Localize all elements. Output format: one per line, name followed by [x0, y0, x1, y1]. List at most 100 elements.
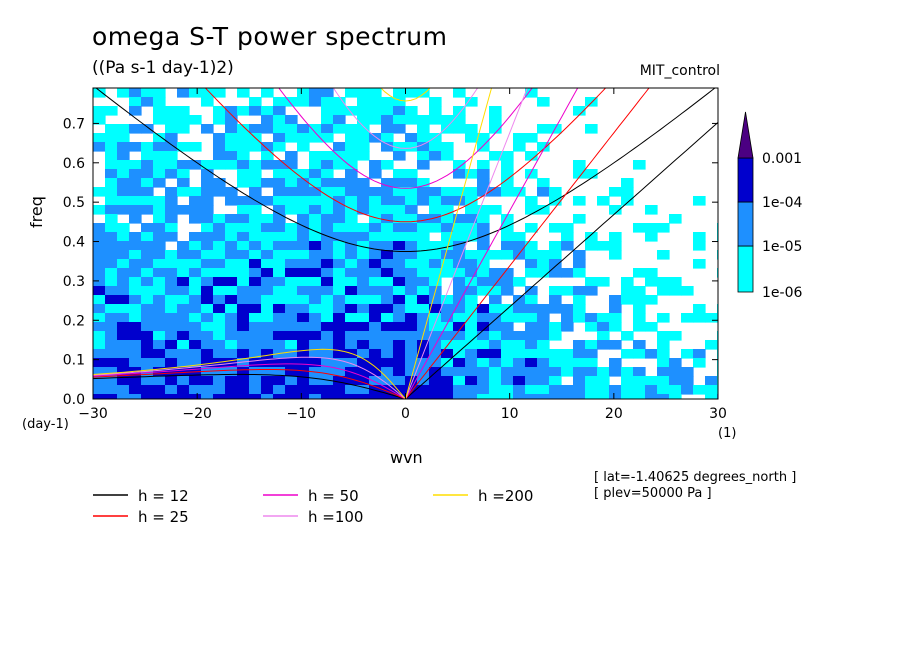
power-cell: [657, 286, 670, 296]
power-cell: [309, 394, 322, 399]
power-cell: [117, 331, 130, 341]
colorbar-arrow: [737, 111, 754, 159]
power-cell: [285, 322, 298, 332]
power-cell: [477, 214, 490, 224]
power-cell: [381, 394, 394, 399]
power-cell: [369, 322, 382, 332]
power-cell: [657, 385, 670, 395]
power-cell: [381, 349, 394, 359]
power-cell: [309, 331, 322, 341]
power-cell: [393, 196, 406, 206]
power-cell: [477, 277, 490, 287]
power-cell: [585, 376, 598, 386]
power-cell: [597, 331, 610, 341]
power-cell: [321, 385, 334, 395]
power-cell: [465, 187, 478, 197]
power-cell: [153, 115, 166, 125]
power-cell: [573, 385, 586, 395]
power-cell: [573, 376, 586, 386]
y-tick-label: 0.7: [63, 116, 85, 132]
power-cell: [177, 187, 190, 197]
power-cell: [621, 376, 634, 386]
power-cell: [417, 322, 430, 332]
power-cell: [417, 295, 430, 305]
power-cell: [381, 205, 394, 215]
power-cell: [309, 295, 322, 305]
power-cell: [213, 394, 226, 399]
power-cell: [717, 367, 718, 377]
power-cell: [465, 223, 478, 233]
power-cell: [369, 286, 382, 296]
power-cell: [165, 340, 178, 350]
power-cell: [453, 106, 466, 116]
power-cell: [129, 196, 142, 206]
power-cell: [609, 205, 622, 215]
power-cell: [249, 124, 262, 134]
power-cell: [273, 250, 286, 260]
power-cell: [345, 178, 358, 188]
power-cell: [249, 340, 262, 350]
power-cell: [465, 232, 478, 242]
power-cell: [573, 160, 586, 170]
power-cell: [633, 340, 646, 350]
power-cell: [405, 232, 418, 242]
power-cell: [117, 313, 130, 323]
power-cell: [345, 277, 358, 287]
power-cell: [537, 142, 550, 152]
power-cell: [189, 187, 202, 197]
power-cell: [393, 295, 406, 305]
power-cell: [465, 385, 478, 395]
rossby-curve-h12: [93, 373, 406, 399]
power-cell: [705, 376, 718, 386]
power-cell: [153, 106, 166, 116]
power-cell: [261, 322, 274, 332]
power-cell: [381, 259, 394, 269]
power-cell: [537, 97, 550, 107]
power-cell: [237, 88, 250, 98]
power-cell: [429, 223, 442, 233]
power-cell: [501, 385, 514, 395]
power-cell: [405, 394, 418, 399]
power-cell: [717, 268, 718, 278]
power-cell: [273, 142, 286, 152]
power-cell: [141, 385, 154, 395]
power-cell: [669, 277, 682, 287]
power-cell: [93, 304, 106, 314]
power-cell: [105, 178, 118, 188]
power-cell: [513, 295, 526, 305]
power-cell: [393, 340, 406, 350]
power-cell: [201, 331, 214, 341]
power-cell: [345, 223, 358, 233]
power-cell: [201, 376, 214, 386]
power-cell: [297, 331, 310, 341]
power-cell: [393, 178, 406, 188]
power-cell: [357, 367, 370, 377]
power-cell: [237, 106, 250, 116]
power-cell: [93, 232, 106, 242]
power-cell: [213, 214, 226, 224]
power-cell: [153, 313, 166, 323]
power-cell: [177, 376, 190, 386]
power-cell: [105, 394, 118, 399]
power-cell: [333, 322, 346, 332]
power-cell: [213, 367, 226, 377]
power-cell: [129, 322, 142, 332]
power-cell: [225, 151, 238, 161]
power-cell: [501, 241, 514, 251]
power-cell: [345, 259, 358, 269]
power-cell: [117, 88, 130, 98]
power-cell: [297, 124, 310, 134]
power-cell: [345, 295, 358, 305]
power-cell: [249, 268, 262, 278]
power-cell: [357, 340, 370, 350]
power-cell: [657, 250, 670, 260]
power-cell: [321, 367, 334, 377]
power-cell: [453, 187, 466, 197]
power-cell: [141, 160, 154, 170]
power-cell: [201, 223, 214, 233]
power-cell: [165, 142, 178, 152]
power-cell: [321, 349, 334, 359]
power-cell: [489, 394, 502, 399]
power-cell: [549, 259, 562, 269]
power-cell: [297, 277, 310, 287]
